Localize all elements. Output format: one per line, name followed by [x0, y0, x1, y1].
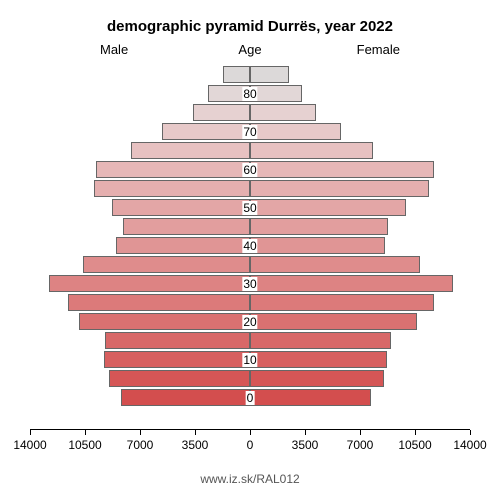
- y-tick-label: 40: [242, 239, 257, 253]
- bar-female: [250, 370, 384, 387]
- y-tick-label: 50: [242, 201, 257, 215]
- x-tick-mark: [85, 430, 86, 435]
- credit-text: www.iz.sk/RAL012: [0, 472, 500, 486]
- x-tick-label: 14000: [453, 438, 486, 452]
- x-tick-label: 7000: [347, 438, 374, 452]
- x-tick-mark: [250, 430, 251, 435]
- x-tick-mark: [305, 430, 306, 435]
- bar-male: [121, 389, 250, 406]
- bar-male: [104, 351, 250, 368]
- x-tick-label: 3500: [292, 438, 319, 452]
- bar-male: [116, 237, 250, 254]
- chart-title: demographic pyramid Durrës, year 2022: [0, 18, 500, 35]
- x-tick-label: 10500: [68, 438, 101, 452]
- bar-female: [250, 332, 391, 349]
- pyramid-chart: 1400010500700035000350070001050014000 01…: [30, 60, 470, 430]
- x-tick-label: 3500: [182, 438, 209, 452]
- bar-male: [68, 294, 250, 311]
- y-tick-label: 20: [242, 315, 257, 329]
- bar-male: [96, 161, 250, 178]
- bar-female: [250, 275, 453, 292]
- male-label: Male: [100, 42, 128, 57]
- x-tick-mark: [415, 430, 416, 435]
- bar-male: [83, 256, 250, 273]
- bar-male: [162, 123, 250, 140]
- y-tick-label: 60: [242, 163, 257, 177]
- bar-male: [131, 142, 250, 159]
- y-tick-label: 30: [242, 277, 257, 291]
- bar-female: [250, 199, 406, 216]
- bar-female: [250, 85, 302, 102]
- x-tick-mark: [140, 430, 141, 435]
- x-tick-label: 10500: [398, 438, 431, 452]
- bar-female: [250, 256, 420, 273]
- bar-female: [250, 142, 373, 159]
- bar-male: [105, 332, 250, 349]
- bar-female: [250, 294, 434, 311]
- bar-female: [250, 66, 289, 83]
- bar-female: [250, 104, 316, 121]
- x-tick-mark: [30, 430, 31, 435]
- x-tick-label: 7000: [127, 438, 154, 452]
- y-tick-label: 0: [246, 391, 255, 405]
- bar-male: [223, 66, 250, 83]
- y-tick-label: 70: [242, 125, 257, 139]
- x-tick-mark: [470, 430, 471, 435]
- y-tick-label: 80: [242, 87, 257, 101]
- bar-female: [250, 351, 387, 368]
- female-label: Female: [357, 42, 400, 57]
- x-tick-mark: [360, 430, 361, 435]
- bar-male: [123, 218, 250, 235]
- bar-male: [79, 313, 250, 330]
- x-tick-label: 0: [247, 438, 254, 452]
- bar-male: [94, 180, 250, 197]
- bar-female: [250, 123, 341, 140]
- bar-female: [250, 237, 385, 254]
- y-tick-label: 10: [242, 353, 257, 367]
- x-tick-label: 14000: [13, 438, 46, 452]
- bar-female: [250, 161, 434, 178]
- bar-male: [112, 199, 250, 216]
- bar-male: [193, 104, 250, 121]
- bar-male: [49, 275, 250, 292]
- bar-female: [250, 218, 388, 235]
- age-label: Age: [238, 42, 261, 57]
- bar-female: [250, 313, 417, 330]
- bar-female: [250, 180, 429, 197]
- bar-female: [250, 389, 371, 406]
- x-tick-mark: [195, 430, 196, 435]
- bar-male: [109, 370, 250, 387]
